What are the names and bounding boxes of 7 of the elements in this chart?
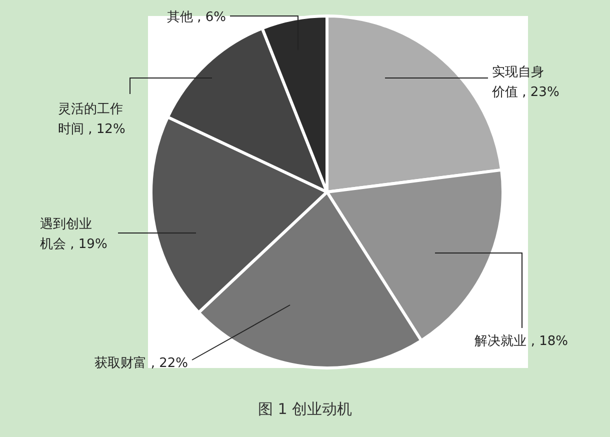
text: 图 1 创业动机 — [258, 400, 352, 418]
slice-label: 实现自身价值 , 23% — [491, 65, 560, 100]
slice-label: 遇到创业机会 , 19% — [40, 217, 108, 252]
slice-label: 灵活的工作时间 , 12% — [58, 102, 126, 137]
slice-label: 获取财富 , 22% — [94, 355, 188, 371]
slice-label: 解决就业 , 18% — [474, 334, 568, 349]
slice-label: 其他 , 6% — [166, 10, 226, 25]
